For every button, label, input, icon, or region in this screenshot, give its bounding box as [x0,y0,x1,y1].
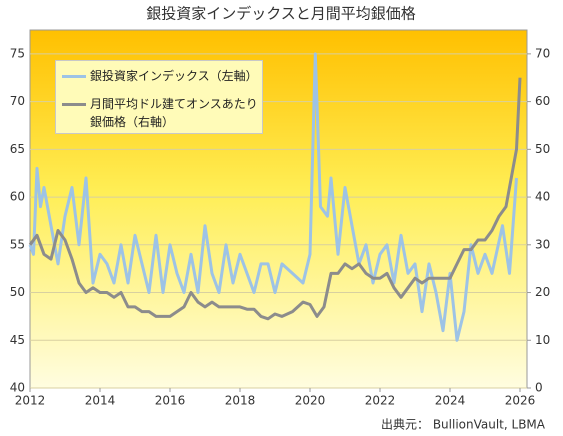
legend-swatch [62,103,86,106]
y2-tick-label: 40 [535,190,550,204]
y2-tick-label: 10 [535,333,550,347]
y2-tick-label: 50 [535,142,550,156]
y-tick-label: 50 [10,285,25,299]
y2-tick-label: 20 [535,285,550,299]
x-tick-label: 2020 [295,394,326,408]
x-tick-label: 2026 [505,394,536,408]
legend-swatch [62,75,86,78]
legend-label: 銀投資家インデックス（左軸） [90,69,258,83]
y-tick-label: 60 [10,190,25,204]
x-tick-label: 2018 [225,394,256,408]
y2-tick-label: 0 [535,381,543,395]
series-line [28,52,518,342]
legend: 銀投資家インデックス（左軸） 月間平均ドル建てオンスあたり銀価格（右軸） [55,60,263,134]
x-tick-label: 2012 [15,394,46,408]
x-tick-label: 2022 [365,394,396,408]
y-tick-label: 40 [10,381,25,395]
chart-title: 銀投資家インデックスと月間平均銀価格 [146,5,416,23]
series-line [28,77,522,321]
x-tick-label: 2024 [435,394,466,408]
source: 出典元： BullionVault, LBMA [381,418,546,432]
y-tick-label: 75 [10,46,25,60]
y-tick-label: 45 [10,333,25,347]
y2-tick-label: 30 [535,237,550,251]
y2-tick-label: 60 [535,94,550,108]
x-tick-label: 2014 [85,394,116,408]
legend-label: 月間平均ドル建てオンスあたり銀価格（右軸） [90,97,258,129]
y-tick-label: 65 [10,142,25,156]
y2-tick-label: 70 [535,46,550,60]
x-tick-label: 2016 [155,394,186,408]
y-tick-label: 55 [10,237,25,251]
y-tick-label: 70 [10,94,25,108]
